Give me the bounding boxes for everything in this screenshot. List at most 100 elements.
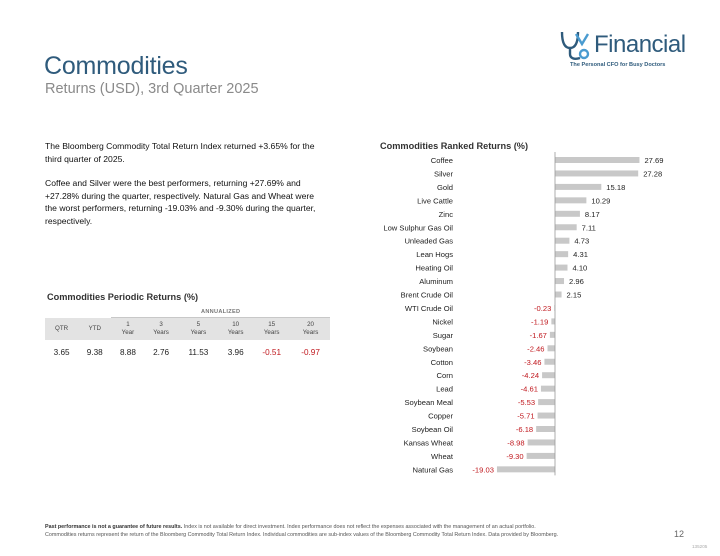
- category-label: Sugar: [433, 331, 454, 340]
- bar-sugar: [549, 331, 555, 338]
- category-label: Lead: [436, 385, 453, 394]
- periodic-header-line2: Years: [302, 329, 319, 336]
- bar-aluminum: [555, 278, 565, 285]
- brand-logo: Financial The Personal CFO for Busy Doct…: [556, 30, 686, 76]
- periodic-header-line1: QTR: [55, 324, 69, 332]
- ranked-returns-chart: Coffee 27.69 Silver 27.28 Gold 15.18 Live Catt…: [383, 152, 663, 476]
- annualized-header-row: ANNUALIZED: [45, 307, 330, 318]
- periodic-value-6: -0.51: [262, 347, 282, 357]
- periodic-header-line1: YTD: [88, 324, 101, 332]
- periodic-header-3: 3 Years: [144, 317, 178, 340]
- periodic-header-4: 5 Years: [177, 317, 220, 340]
- periodic-header-line2: Years: [190, 329, 207, 336]
- data-label: -4.61: [521, 385, 538, 394]
- category-label: Heating Oil: [415, 264, 453, 273]
- data-label: -9.30: [506, 452, 523, 461]
- periodic-header-line1: 15: [268, 321, 276, 328]
- bar-gold: [555, 183, 602, 190]
- periodic-value-0: 3.65: [53, 347, 70, 357]
- bar-zinc: [555, 210, 580, 217]
- data-label: -4.24: [522, 371, 539, 380]
- category-label: Copper: [428, 412, 453, 421]
- data-label: -0.23: [534, 304, 551, 313]
- bar-live-cattle: [555, 197, 587, 204]
- data-label: 10.29: [591, 196, 610, 205]
- category-label: Low Sulphur Gas Oil: [383, 223, 453, 232]
- data-label: 27.28: [643, 169, 662, 178]
- bar-cotton: [544, 358, 555, 365]
- data-label: 27.69: [644, 156, 663, 165]
- data-label: -3.46: [524, 358, 541, 367]
- periodic-returns-title: Commodities Periodic Returns (%): [47, 292, 199, 302]
- data-label: 4.10: [573, 264, 588, 273]
- category-label: Natural Gas: [412, 465, 453, 474]
- bar-soybean-oil: [536, 426, 555, 432]
- category-label: Cotton: [431, 358, 453, 367]
- category-label: Kansas Wheat: [404, 438, 454, 447]
- periodic-value-2: 8.88: [119, 347, 136, 357]
- bar-wheat: [526, 452, 555, 459]
- data-label: -1.19: [531, 317, 548, 326]
- category-label: Silver: [434, 169, 453, 178]
- brand-tagline: The Personal CFO for Busy Doctors: [570, 62, 666, 68]
- periodic-returns-table: ANNUALIZED QTR YTD 1 Year 3 Years 5 Years 10 Year…: [45, 307, 330, 364]
- periodic-value-7: -0.97: [301, 347, 320, 357]
- bar-natural-gas: [496, 466, 555, 473]
- data-label: -6.18: [516, 425, 533, 434]
- category-label: Nickel: [432, 317, 453, 326]
- periodic-header-5: 10 Years: [219, 317, 253, 340]
- data-label: -19.03: [472, 465, 494, 474]
- periodic-value-4: 11.53: [188, 347, 209, 357]
- footer-line-1-rest: Index is not available for direct invest…: [182, 524, 536, 530]
- document-code: 135205: [692, 544, 708, 549]
- page-title: Commodities: [44, 52, 188, 80]
- summary-paragraph-2: Coffee and Silver were the best performe…: [45, 178, 316, 226]
- bar-lean-hogs: [555, 251, 569, 258]
- periodic-header-2: 1 Year: [111, 317, 145, 340]
- bar-kansas-wheat: [527, 439, 555, 446]
- footer-line-2: Commodities returns represent the return…: [45, 532, 559, 538]
- periodic-header-line2: Year: [121, 329, 135, 336]
- category-label: Zinc: [439, 210, 454, 219]
- page-number: 12: [674, 529, 685, 539]
- summary-paragraph-1: The Bloomberg Commodity Total Return Ind…: [45, 141, 315, 164]
- bar-low-sulphur-gas-oil: [555, 224, 577, 231]
- bar-corn: [542, 372, 555, 379]
- category-label: Unleaded Gas: [404, 237, 453, 246]
- bar-soybean: [547, 345, 555, 352]
- category-label: Gold: [437, 183, 453, 192]
- summary-text: The Bloomberg Commodity Total Return Ind…: [45, 140, 325, 239]
- periodic-value-5: 3.96: [227, 347, 244, 357]
- periodic-header-line1: 3: [159, 321, 163, 328]
- periodic-header-line1: 10: [232, 321, 240, 328]
- data-label: 15.18: [606, 183, 625, 192]
- data-label: 2.15: [567, 291, 582, 300]
- data-label: -1.67: [530, 331, 547, 340]
- periodic-header-line1: 5: [196, 321, 201, 328]
- annualized-label: ANNUALIZED: [111, 307, 330, 318]
- data-label: -2.46: [527, 344, 544, 353]
- periodic-values-row: 3.65 9.38 8.88 2.76 11.53 3.96 -0.51 -0.97: [45, 340, 330, 364]
- category-label: Soybean Meal: [404, 398, 453, 407]
- bar-heating-oil: [555, 264, 568, 271]
- data-label: -5.71: [517, 412, 534, 421]
- periodic-header-7: 20 Years: [291, 317, 330, 340]
- bar-lead: [540, 385, 555, 392]
- periodic-header-1: YTD: [78, 317, 112, 340]
- bar-silver: [555, 170, 639, 177]
- bar-copper: [537, 412, 555, 419]
- periodic-header-line1: 1: [126, 321, 130, 328]
- periodic-header-6: 15 Years: [252, 317, 292, 340]
- category-label: Corn: [437, 371, 453, 380]
- stethoscope-logo-icon: [560, 31, 590, 60]
- periodic-header-0: QTR: [45, 317, 79, 340]
- footer-disclaimer: Past performance is not a guarantee of f…: [45, 523, 665, 539]
- category-label: Lean Hogs: [416, 250, 453, 259]
- data-label: 2.96: [569, 277, 584, 286]
- brand-name: Financial: [594, 31, 686, 58]
- periodic-header-row: QTR YTD 1 Year 3 Years 5 Years 10 Years 15 Years 20 Y…: [45, 317, 330, 340]
- periodic-header-line2: Years: [227, 329, 244, 336]
- category-label: Coffee: [431, 156, 453, 165]
- category-label: Live Cattle: [417, 196, 453, 205]
- periodic-value-3: 2.76: [153, 347, 170, 357]
